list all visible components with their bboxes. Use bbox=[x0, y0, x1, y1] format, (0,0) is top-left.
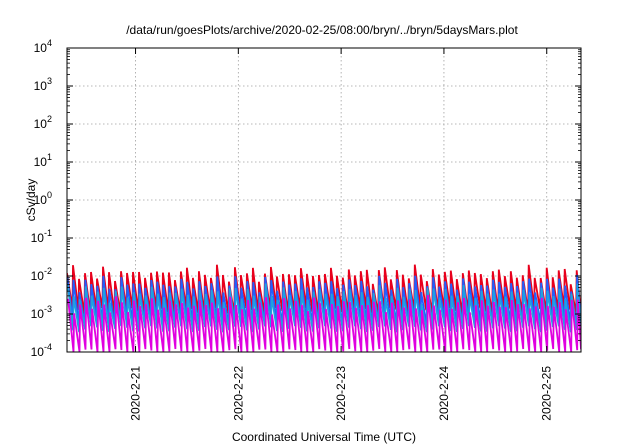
x-tick-label: 2020-2-24 bbox=[437, 366, 451, 421]
y-tick-label: 101 bbox=[34, 152, 52, 169]
series-line-4 bbox=[67, 294, 581, 352]
x-tick-label: 2020-2-22 bbox=[231, 366, 245, 421]
series-group bbox=[67, 264, 581, 352]
x-tick-label: 2020-2-21 bbox=[129, 366, 143, 421]
y-tick-label: 10-1 bbox=[31, 228, 52, 245]
x-tick-label: 2020-2-25 bbox=[540, 366, 554, 421]
y-axis-label: cSv/day bbox=[24, 179, 38, 222]
y-tick-label: 10-4 bbox=[31, 342, 52, 359]
y-tick-label: 102 bbox=[34, 114, 52, 131]
y-tick-label: 100 bbox=[34, 190, 52, 207]
x-axis-label: Coordinated Universal Time (UTC) bbox=[232, 430, 416, 444]
chart-title: /data/run/goesPlots/archive/2020-02-25/0… bbox=[126, 23, 518, 37]
x-axis: 2020-2-21 2020-2-22 2020-2-23 2020-2-24 2020… bbox=[129, 48, 554, 421]
x-tick-label: 2020-2-23 bbox=[334, 366, 348, 421]
y-axis: 10-4 10-3 10-2 10-1 100 101 102 103 104 bbox=[31, 38, 581, 359]
y-tick-label: 104 bbox=[34, 38, 52, 55]
y-tick-label: 103 bbox=[34, 76, 52, 93]
y-tick-label: 10-2 bbox=[31, 266, 52, 283]
y-tick-label: 10-3 bbox=[31, 304, 52, 321]
